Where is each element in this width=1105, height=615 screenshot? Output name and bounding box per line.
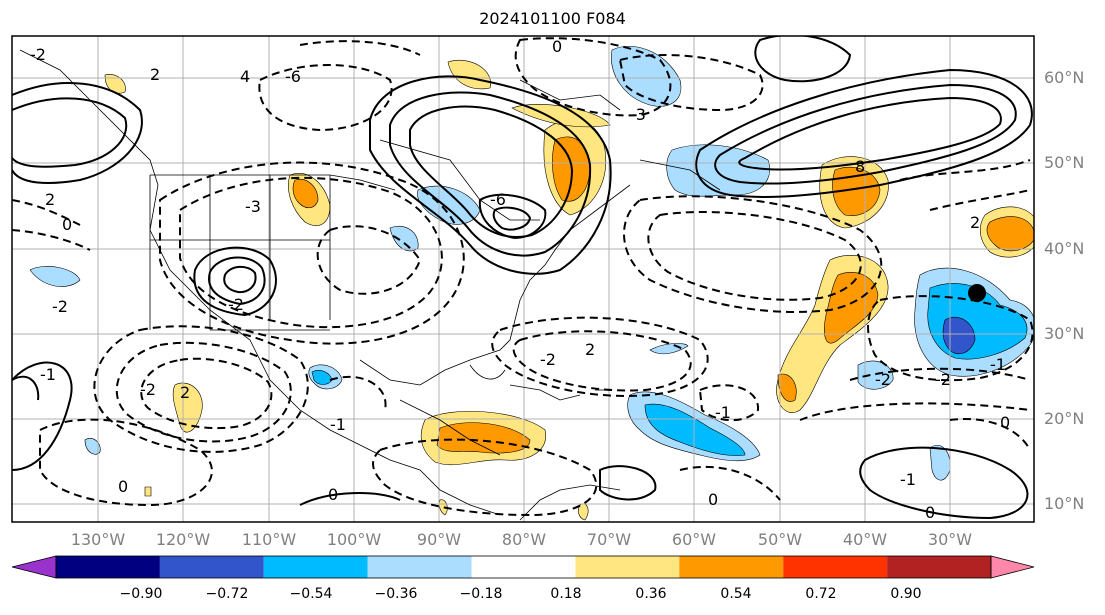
colorbar-tick-label: −0.54 <box>289 586 333 602</box>
lon-label: 40°W <box>842 530 888 549</box>
lon-label: 60°W <box>671 530 717 549</box>
contour-label: 2 <box>180 383 190 402</box>
contour-label: 2 <box>585 340 595 359</box>
contour-label: 0 <box>62 215 72 234</box>
colorbar-tick-label: 0.72 <box>805 586 837 602</box>
contour-label: 0 <box>1000 413 1010 432</box>
colorbar-segment <box>263 556 368 578</box>
contour-label: -2 <box>52 297 68 316</box>
colorbar-tick-label: 0.36 <box>635 586 667 602</box>
contour-label: -2 <box>30 45 46 64</box>
lat-label: 20°N <box>1044 409 1085 428</box>
contour-label: -2 <box>875 370 891 389</box>
lat-label: 30°N <box>1044 324 1085 343</box>
contour-label: 2 <box>150 65 160 84</box>
contour-label: 0 <box>328 485 338 504</box>
contour-label: -2 <box>540 350 556 369</box>
colorbar-segment <box>783 556 888 578</box>
colorbar-tick-label: −0.72 <box>205 586 249 602</box>
contour-label: -2 <box>140 380 156 399</box>
colorbar-outline <box>55 555 992 579</box>
colorbar-tick-label: 0.54 <box>720 586 752 602</box>
contour-label: -1 <box>990 355 1006 374</box>
contour-label: 0 <box>708 490 718 509</box>
contour-label: -3 <box>245 197 261 216</box>
colorbar-extend-high <box>990 555 1035 579</box>
contour-label: -6 <box>490 190 506 209</box>
colorbar-tick-label: −0.36 <box>374 586 418 602</box>
colorbar-segment <box>159 556 264 578</box>
contour-label: -3 <box>630 105 646 124</box>
lat-label: 10°N <box>1044 494 1085 513</box>
contour-label: 4 <box>240 67 250 86</box>
contour-label: -1 <box>715 403 731 422</box>
lon-label: 70°W <box>586 530 632 549</box>
lon-label: 130°W <box>70 530 126 549</box>
lon-label: 110°W <box>241 530 297 549</box>
contour-label: -2 <box>935 370 951 389</box>
colorbar-segment <box>887 556 991 578</box>
colorbar-tick-label: −0.90 <box>119 586 163 602</box>
negative-contours <box>12 37 1034 517</box>
contour-label: 0 <box>552 37 562 56</box>
lat-label: 50°N <box>1044 153 1085 172</box>
colorbar-tick-label: 0.90 <box>890 586 922 602</box>
contour-label: 0 <box>925 503 935 522</box>
contour-label: 2 <box>45 190 55 209</box>
colorbar-tick-label: 0.18 <box>550 586 582 602</box>
contour-label: 2 <box>970 213 980 232</box>
colorbar-segment <box>56 556 160 578</box>
map-title: 2024101100 F084 <box>479 9 626 28</box>
contour-label: -1 <box>40 365 56 384</box>
colorbar <box>11 555 1035 579</box>
positive-contours <box>12 36 1033 520</box>
storm-center-marker <box>968 284 986 302</box>
lon-label: 80°W <box>501 530 547 549</box>
lon-label: 100°W <box>326 530 382 549</box>
lon-label: 90°W <box>416 530 462 549</box>
lon-label: 30°W <box>927 530 973 549</box>
colorbar-segment <box>367 556 472 578</box>
lat-label: 40°N <box>1044 239 1085 258</box>
lat-label: 60°N <box>1044 68 1085 87</box>
contour-label: -1 <box>330 415 346 434</box>
lon-label: 50°W <box>757 530 803 549</box>
colorbar-segment <box>471 556 576 578</box>
colorbar-tick-label: −0.18 <box>459 586 503 602</box>
contour-label: 0 <box>118 477 128 496</box>
colorbar-extend-low <box>11 555 57 579</box>
colorbar-segment <box>575 556 680 578</box>
lon-label: 120°W <box>155 530 211 549</box>
contour-labels: -2 2 4 -6 2 -3 -2 0 -2 2 0 -1 -2 0 -6 8 … <box>30 37 1010 522</box>
colorbar-segment <box>679 556 784 578</box>
contour-label: 8 <box>855 157 865 176</box>
contour-label: -2 <box>228 295 244 314</box>
contour-label: -1 <box>900 470 916 489</box>
map-border <box>11 35 1035 523</box>
contour-label: -6 <box>285 67 301 86</box>
